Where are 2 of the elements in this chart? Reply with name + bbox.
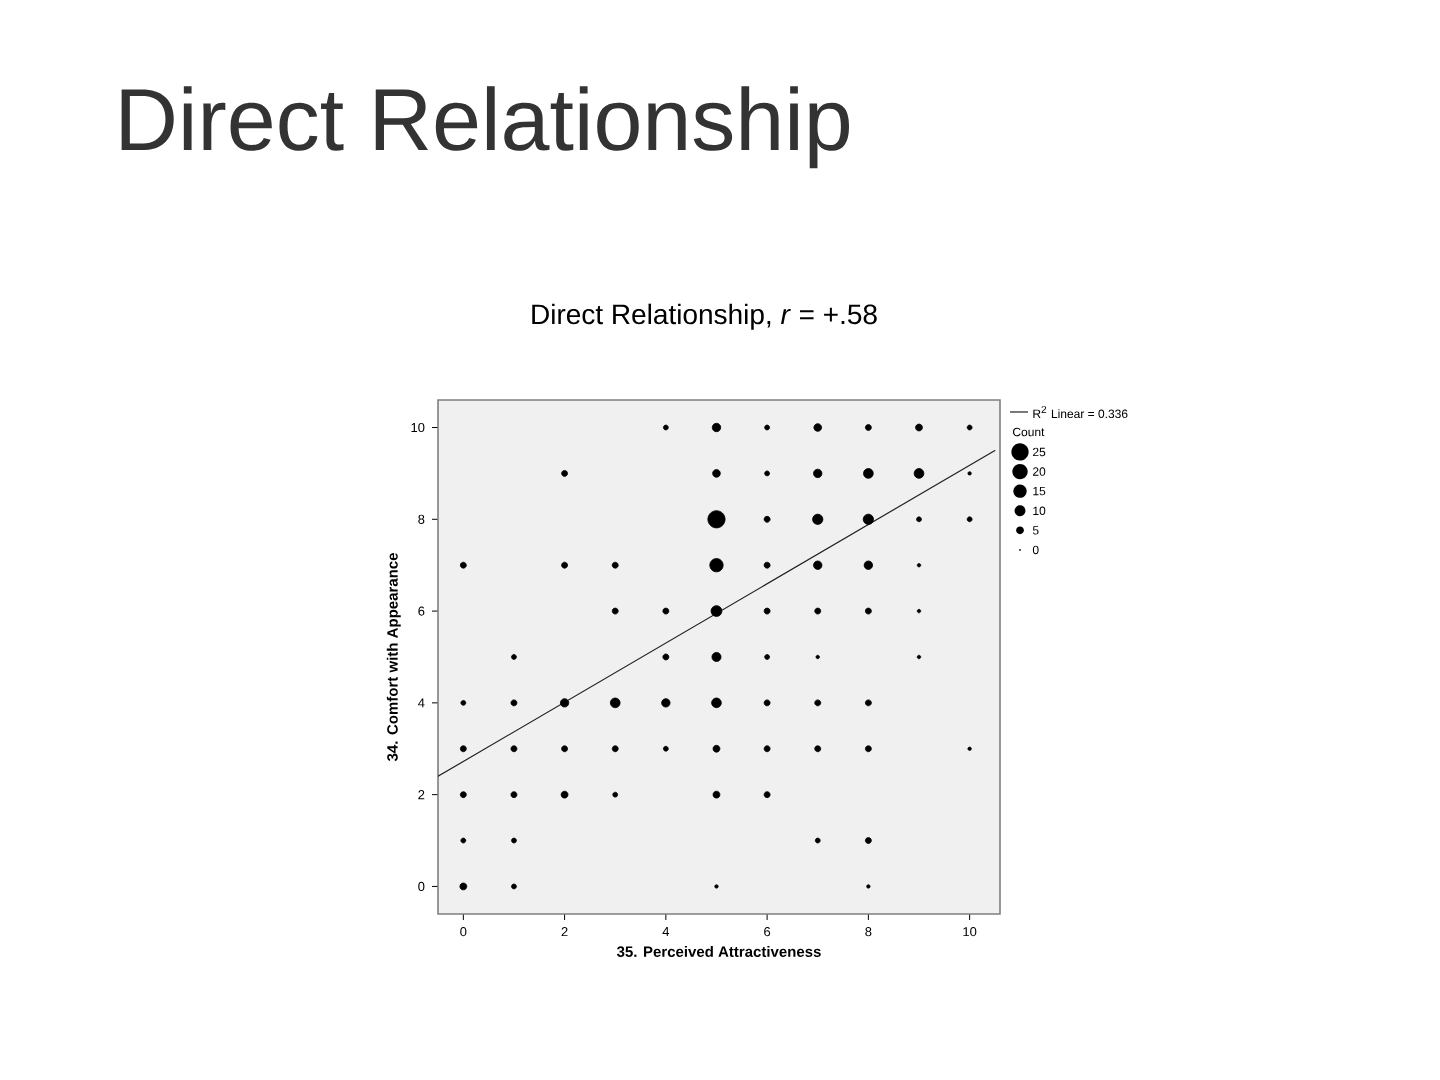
chart-subtitle: Direct Relationship, r = +.58 xyxy=(532,303,877,330)
chart-title: Direct Relationship xyxy=(121,86,850,169)
